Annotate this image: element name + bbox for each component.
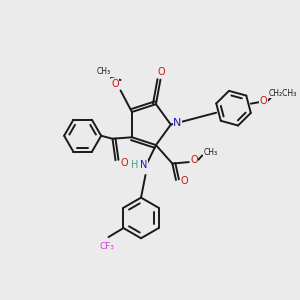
Text: O: O <box>180 176 188 187</box>
Text: O: O <box>190 155 198 165</box>
Text: CH₃: CH₃ <box>97 68 111 76</box>
Text: O: O <box>120 158 128 168</box>
Text: CH₂CH₃: CH₂CH₃ <box>269 89 297 98</box>
Text: N: N <box>140 160 148 170</box>
Text: CF₃: CF₃ <box>100 242 115 251</box>
Text: O: O <box>158 67 165 77</box>
Text: H: H <box>131 160 139 170</box>
Text: O: O <box>111 79 119 89</box>
Text: CH₃: CH₃ <box>203 148 218 157</box>
Text: N: N <box>173 118 182 128</box>
Text: O: O <box>260 96 268 106</box>
